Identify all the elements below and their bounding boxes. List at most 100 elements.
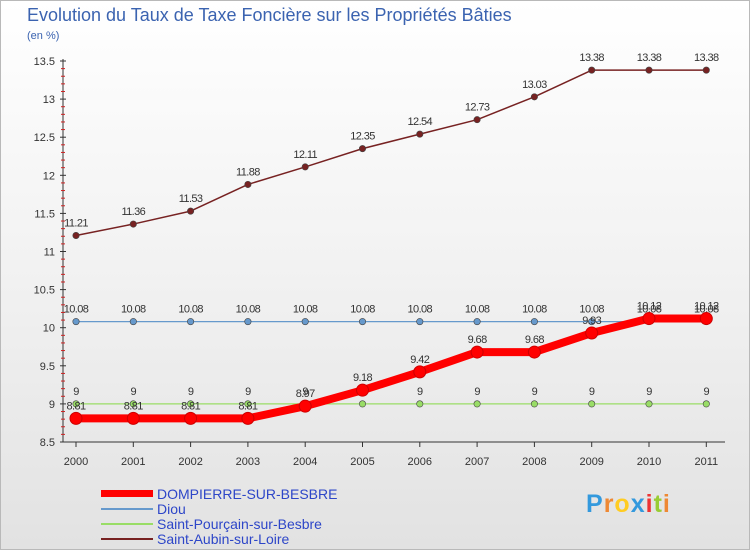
legend-label: Diou: [157, 500, 186, 517]
data-point-DOMPIERRE-SUR-BESBRE: [470, 345, 484, 359]
data-label-DOMPIERRE-SUR-BESBRE: 10.12: [637, 301, 662, 313]
x-tick-label: 2001: [121, 456, 145, 468]
data-label-DOMPIERRE-SUR-BESBRE: 8.81: [238, 400, 257, 412]
data-label-Saint-Pourçain-sur-Besbre: 9: [704, 386, 710, 398]
y-tick-label: 10.5: [34, 285, 55, 297]
data-point-DOMPIERRE-SUR-BESBRE: [356, 383, 369, 397]
data-label-Saint-Aubin-sur-Loire: 11.88: [236, 166, 260, 178]
brand-logo: Proxiti: [586, 490, 671, 519]
legend-swatch: [101, 537, 153, 540]
data-point-DOMPIERRE-SUR-BESBRE: [527, 345, 541, 359]
data-point-DOMPIERRE-SUR-BESBRE: [241, 411, 255, 425]
x-tick-label: 2010: [637, 456, 661, 468]
data-label-Diou: 10.08: [64, 304, 89, 316]
legend-item: Saint-Aubin-sur-Loire: [101, 531, 337, 547]
data-label-DOMPIERRE-SUR-BESBRE: 8.81: [124, 400, 143, 412]
data-point-DOMPIERRE-SUR-BESBRE: [184, 411, 198, 425]
legend-swatch: [101, 522, 153, 525]
data-point-Diou: [588, 318, 596, 326]
data-label-Saint-Pourçain-sur-Besbre: 9: [131, 386, 137, 398]
chart-title: Evolution du Taux de Taxe Foncière sur l…: [27, 5, 512, 25]
data-point-Saint-Aubin-sur-Loire: [187, 207, 195, 215]
data-label-Saint-Aubin-sur-Loire: 13.38: [694, 52, 719, 64]
legend-swatch: [101, 507, 153, 510]
data-label-Diou: 10.08: [637, 304, 662, 316]
data-label-Saint-Aubin-sur-Loire: 13.38: [579, 52, 604, 64]
x-tick-label: 2006: [408, 456, 432, 468]
data-label-Diou: 10.08: [350, 304, 375, 316]
data-point-DOMPIERRE-SUR-BESBRE: [413, 365, 427, 379]
data-label-Diou: 10.08: [694, 304, 719, 316]
y-tick-label: 11: [44, 247, 55, 259]
data-label-DOMPIERRE-SUR-BESBRE: 9.68: [468, 334, 487, 346]
x-tick-label: 2009: [579, 456, 603, 468]
data-label-Diou: 10.08: [236, 304, 261, 316]
data-point-Saint-Aubin-sur-Loire: [702, 66, 710, 74]
y-tick-label: 12.5: [34, 132, 55, 144]
data-point-Saint-Aubin-sur-Loire: [72, 231, 80, 239]
data-label-Saint-Pourçain-sur-Besbre: 9: [532, 386, 538, 398]
data-label-Diou: 10.08: [465, 304, 490, 316]
y-tick-label: 10: [43, 323, 55, 335]
data-point-DOMPIERRE-SUR-BESBRE: [298, 399, 312, 413]
data-point-DOMPIERRE-SUR-BESBRE: [126, 411, 140, 425]
data-label-DOMPIERRE-SUR-BESBRE: 9.93: [582, 315, 601, 327]
legend-swatch: [101, 490, 153, 497]
x-tick-label: 2005: [350, 456, 374, 468]
brand-letter: i: [662, 490, 671, 518]
data-point-Diou: [187, 318, 195, 326]
data-point-Saint-Pourçain-sur-Besbre: [358, 400, 366, 408]
data-label-Saint-Aubin-sur-Loire: 11.21: [64, 217, 88, 229]
legend: DOMPIERRE-SUR-BESBRE Diou Saint-Pourçain-s…: [101, 486, 337, 547]
data-point-Saint-Pourçain-sur-Besbre: [530, 400, 538, 408]
data-label-Saint-Pourçain-sur-Besbre: 9: [302, 386, 308, 398]
data-label-Saint-Aubin-sur-Loire: 11.53: [179, 193, 203, 205]
brand-letter: o: [614, 490, 631, 518]
data-point-Saint-Aubin-sur-Loire: [129, 220, 137, 228]
data-point-Diou: [530, 318, 538, 326]
data-point-Saint-Pourçain-sur-Besbre: [244, 400, 252, 408]
y-tick-label: 12: [43, 170, 55, 182]
data-point-Saint-Pourçain-sur-Besbre: [588, 400, 596, 408]
data-point-Saint-Pourçain-sur-Besbre: [645, 400, 653, 408]
data-label-Diou: 10.08: [408, 304, 433, 316]
data-label-Saint-Pourçain-sur-Besbre: 9: [73, 386, 79, 398]
brand-letter: r: [603, 490, 615, 518]
data-point-DOMPIERRE-SUR-BESBRE: [585, 326, 599, 340]
x-tick-label: 2011: [694, 456, 718, 468]
x-tick-label: 2000: [64, 456, 88, 468]
data-point-Saint-Pourçain-sur-Besbre: [72, 400, 80, 408]
data-label-Saint-Aubin-sur-Loire: 12.54: [408, 116, 433, 128]
x-tick-label: 2003: [236, 456, 260, 468]
data-label-Saint-Aubin-sur-Loire: 13.38: [637, 52, 662, 64]
data-label-Saint-Pourçain-sur-Besbre: 9: [646, 386, 652, 398]
legend-item: Saint-Pourçain-sur-Besbre: [101, 515, 337, 532]
data-label-Saint-Pourçain-sur-Besbre: 9: [417, 386, 423, 398]
legend-label: Saint-Pourçain-sur-Besbre: [157, 515, 322, 532]
data-point-Diou: [301, 318, 309, 326]
y-tick-label: 11.5: [34, 208, 55, 220]
x-tick-label: 2008: [522, 456, 546, 468]
data-label-Diou: 10.08: [293, 304, 318, 316]
data-point-Saint-Aubin-sur-Loire: [588, 66, 596, 74]
data-label-DOMPIERRE-SUR-BESBRE: 10.12: [694, 301, 719, 313]
data-point-Saint-Aubin-sur-Loire: [645, 66, 653, 74]
data-point-DOMPIERRE-SUR-BESBRE: [699, 312, 713, 326]
legend-item: Diou: [101, 500, 337, 517]
data-point-Saint-Pourçain-sur-Besbre: [702, 400, 710, 408]
data-label-Saint-Aubin-sur-Loire: 12.11: [293, 149, 317, 161]
data-label-Saint-Pourçain-sur-Besbre: 9: [474, 386, 480, 398]
data-label-Saint-Aubin-sur-Loire: 12.35: [350, 131, 375, 143]
brand-letter: t: [653, 490, 663, 518]
data-label-Diou: 10.08: [178, 304, 203, 316]
data-label-Saint-Aubin-sur-Loire: 11.36: [121, 206, 145, 218]
data-point-Saint-Pourçain-sur-Besbre: [129, 400, 137, 408]
y-axis-unit-label: (en %): [27, 30, 60, 42]
brand-letter: x: [630, 490, 646, 518]
data-point-Saint-Aubin-sur-Loire: [244, 180, 252, 188]
data-point-DOMPIERRE-SUR-BESBRE: [642, 312, 656, 326]
data-point-Saint-Aubin-sur-Loire: [473, 116, 481, 124]
y-tick-label: 8.5: [40, 437, 55, 449]
